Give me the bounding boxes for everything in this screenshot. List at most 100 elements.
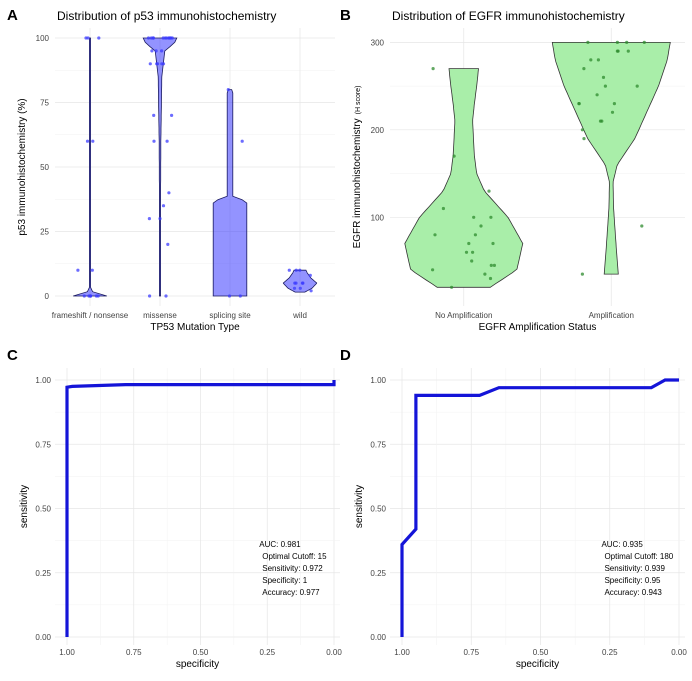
roc-annotation: Sensitivity: 0.972: [262, 564, 323, 573]
data-point: [165, 36, 169, 40]
x-axis-label: EGFR Amplification Status: [479, 322, 597, 333]
data-point: [598, 119, 603, 123]
data-point: [160, 49, 164, 53]
data-point: [148, 294, 152, 298]
y-tick-label: 0.50: [35, 505, 51, 514]
y-tick-label: 0.25: [35, 569, 51, 578]
data-point: [287, 268, 291, 272]
panel-b-header: B Distribution of EGFR immunohistochemist…: [340, 7, 625, 24]
violin-3: [212, 89, 248, 297]
y-tick-label: 100: [36, 34, 50, 43]
panel-d-header: DROC Curve for EGFR amplification Predic…: [340, 347, 351, 364]
data-point: [88, 294, 93, 298]
x-tick-label: Amplification: [589, 311, 634, 320]
roc-annotation: Specificity: 0.95: [604, 576, 661, 585]
data-point: [146, 36, 151, 40]
data-point: [308, 273, 312, 277]
data-point: [582, 67, 586, 71]
roc-annotation: Sensitivity: 0.939: [604, 564, 665, 573]
data-point: [147, 217, 151, 221]
data-point: [450, 285, 454, 289]
y-axis-label-main: EGFR immunohistochemistry: [352, 118, 363, 248]
chart-title: Distribution of EGFR immunohistochemistr…: [392, 9, 625, 23]
y-tick-label: 0.75: [370, 440, 386, 449]
y-axis-label: EGFR immunohistochemistry (H score): [352, 86, 363, 249]
data-point: [601, 75, 606, 79]
data-point: [294, 281, 298, 285]
data-point: [625, 40, 629, 45]
x-tick-label: 0.50: [193, 648, 209, 657]
data-point: [152, 139, 156, 143]
x-tick-label: wild: [292, 311, 307, 320]
x-tick-label: 0.25: [259, 648, 275, 657]
data-point: [491, 241, 495, 246]
data-point: [292, 286, 297, 290]
roc-annotation: AUC: 0.981: [259, 540, 301, 549]
data-point: [441, 206, 445, 211]
data-point: [170, 113, 174, 117]
data-point: [165, 139, 169, 143]
y-axis-label: sensitivity: [19, 485, 30, 528]
y-tick-label: 0.00: [35, 633, 51, 642]
data-point: [85, 139, 90, 143]
data-point: [589, 58, 593, 62]
roc-panel-c: 0.00 0.25 0.50 0.75 1.00 1.00 0.75 0.50 0.25 0.00…: [19, 368, 342, 670]
y-tick-label: 0: [45, 292, 50, 301]
y-axis-label: p53 immunohistochemistry (%): [17, 98, 28, 235]
roc-annotation: Accuracy: 0.977: [262, 588, 320, 597]
roc-curve: [65, 380, 336, 637]
data-point: [298, 268, 302, 272]
data-point: [161, 204, 166, 208]
data-point: [603, 84, 608, 88]
violin-2: [142, 37, 178, 297]
data-point: [156, 62, 160, 66]
data-point: [298, 286, 302, 290]
x-tick-label: frameshift / nonsense: [52, 311, 129, 320]
data-point: [612, 102, 617, 106]
data-point: [294, 268, 298, 272]
y-tick-label: 1.00: [35, 376, 51, 385]
data-point: [431, 67, 435, 71]
data-point: [238, 294, 242, 298]
x-tick-label: splicing site: [209, 311, 251, 320]
roc-annotation: Optimal Cutoff: 15: [262, 552, 327, 561]
data-point: [300, 281, 304, 285]
data-point: [150, 49, 154, 53]
chart-title: Distribution of p53 immunohistochemistry: [57, 9, 276, 23]
x-tick-label: 1.00: [394, 648, 410, 657]
roc-panel-d: 0.00 0.25 0.50 0.75 1.00 1.00 0.75 0.50 0.25 0.00…: [354, 368, 687, 670]
panel-letter: A: [7, 7, 18, 24]
y-axis-label: sensitivity: [354, 485, 365, 528]
x-tick-label: 0.25: [602, 648, 618, 657]
data-point: [154, 49, 158, 53]
data-point: [227, 294, 232, 298]
x-tick-label: 0.00: [671, 648, 687, 657]
data-point: [431, 268, 435, 272]
data-point: [489, 215, 493, 219]
roc-annotation: Specificity: 1: [262, 576, 307, 585]
y-tick-label: 0.25: [370, 569, 386, 578]
x-axis-label: specificity: [516, 659, 559, 670]
data-point: [472, 215, 476, 219]
data-point: [164, 294, 168, 298]
data-point: [94, 294, 98, 298]
data-point: [626, 49, 630, 53]
violin-panel-a: 0 25 50 75 100 frameshift / nonsense missense s…: [17, 28, 335, 333]
data-point: [166, 242, 170, 246]
y-tick-label: 0.00: [370, 633, 386, 642]
data-point: [580, 272, 585, 276]
x-tick-label: 1.00: [59, 648, 75, 657]
roc-annotation: Optimal Cutoff: 180: [604, 552, 673, 561]
data-point: [479, 224, 483, 228]
data-point: [586, 40, 590, 45]
x-tick-label: No Amplification: [435, 311, 492, 320]
roc-annotation: AUC: 0.935: [601, 540, 643, 549]
violin-2: [551, 42, 671, 275]
data-point: [640, 224, 644, 228]
x-axis-label: TP53 Mutation Type: [150, 322, 240, 333]
data-point: [167, 191, 171, 195]
y-tick-label: 0.50: [370, 505, 386, 514]
data-point: [452, 154, 456, 158]
data-point: [467, 241, 471, 246]
data-point: [595, 93, 599, 97]
